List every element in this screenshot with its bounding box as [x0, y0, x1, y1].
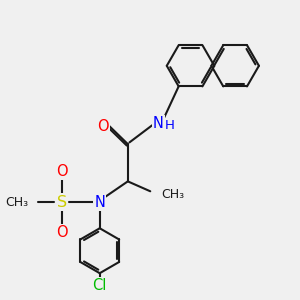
Text: CH₃: CH₃	[6, 196, 29, 209]
Text: N: N	[94, 195, 105, 210]
Text: N: N	[153, 116, 164, 131]
Text: Cl: Cl	[92, 278, 107, 293]
Text: O: O	[56, 225, 68, 240]
Text: S: S	[57, 195, 67, 210]
Text: O: O	[56, 164, 68, 179]
Text: CH₃: CH₃	[161, 188, 184, 201]
Text: H: H	[165, 119, 175, 132]
Text: O: O	[97, 119, 109, 134]
